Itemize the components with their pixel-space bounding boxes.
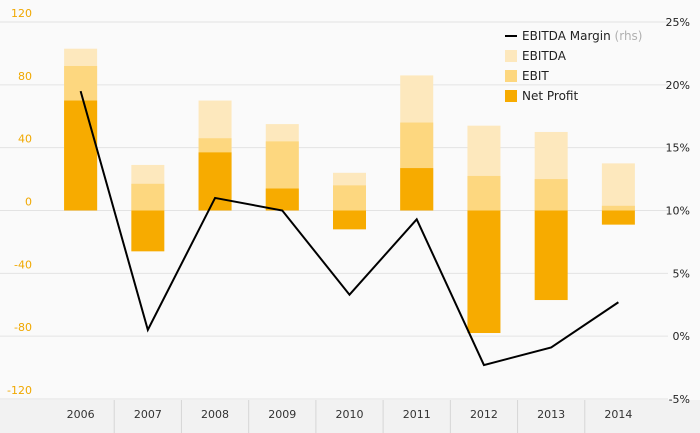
legend-swatch: [505, 70, 517, 82]
bar-net-profit: [400, 168, 434, 211]
x-tick-label: 2008: [201, 408, 229, 421]
bar-net-profit: [467, 210, 501, 334]
legend: EBITDA Margin (rhs) EBITDA EBIT Net Profit: [505, 29, 643, 103]
bars: [64, 48, 635, 334]
y-left-tick-label: -80: [14, 321, 32, 334]
x-tick-label: 2009: [268, 408, 296, 421]
bar-net-profit: [534, 210, 568, 301]
bar-net-profit: [131, 210, 165, 252]
y-right-tick-label: 10%: [666, 205, 690, 218]
y-left-tick-label: -40: [14, 258, 32, 271]
y-left-tick-label: -120: [7, 384, 32, 397]
y-right-tick-label: 20%: [666, 79, 690, 92]
x-axis: 2006 2007 2008 2009 2010 2011 2012 2013 2014: [67, 400, 632, 433]
bar-net-profit: [198, 152, 232, 211]
x-tick-label: 2006: [67, 408, 95, 421]
bar-net-profit: [333, 210, 366, 230]
x-tick-label: 2010: [336, 408, 364, 421]
legend-label-note: (rhs): [611, 29, 643, 43]
y-left-tick-label: 0: [25, 196, 32, 209]
y-axis-right: 25% 20% 15% 10% 5% 0% -5%: [666, 16, 690, 406]
bar-ebit: [131, 183, 165, 211]
bar-ebit: [534, 179, 568, 211]
bar-net-profit: [265, 188, 299, 211]
legend-swatch: [505, 90, 517, 102]
line-ebitda-margin: [79, 90, 619, 367]
y-left-tick-label: 120: [11, 7, 32, 20]
legend-label: EBIT: [522, 69, 549, 83]
legend-label: Net Profit: [522, 89, 578, 103]
x-axis-band: [0, 400, 700, 433]
bar-ebitda: [601, 163, 635, 211]
bar-ebit: [467, 175, 501, 211]
bar-ebit: [333, 185, 366, 211]
legend-label: EBITDA: [522, 49, 567, 63]
y-left-tick-label: 80: [18, 70, 32, 83]
y-right-tick-label: 15%: [666, 142, 690, 155]
margin-line: [79, 90, 619, 367]
y-axis-left: 120 80 40 0 -40 -80 -120: [7, 7, 32, 397]
x-tick-label: 2011: [403, 408, 431, 421]
y-right-tick-label: 5%: [673, 267, 690, 280]
x-tick-label: 2012: [470, 408, 498, 421]
bar-net-profit: [601, 210, 635, 225]
legend-swatch: [505, 50, 517, 62]
x-tick-label: 2007: [134, 408, 162, 421]
bar-net-profit: [64, 100, 98, 211]
bar-ebit: [601, 205, 635, 211]
y-left-tick-label: 40: [18, 133, 32, 146]
y-right-tick-label: -5%: [669, 393, 690, 406]
y-right-tick-label: 0%: [673, 330, 690, 343]
x-tick-label: 2014: [604, 408, 632, 421]
x-tick-label: 2013: [537, 408, 565, 421]
legend-label: EBITDA Margin (rhs): [522, 29, 643, 43]
y-right-tick-label: 25%: [666, 16, 690, 29]
